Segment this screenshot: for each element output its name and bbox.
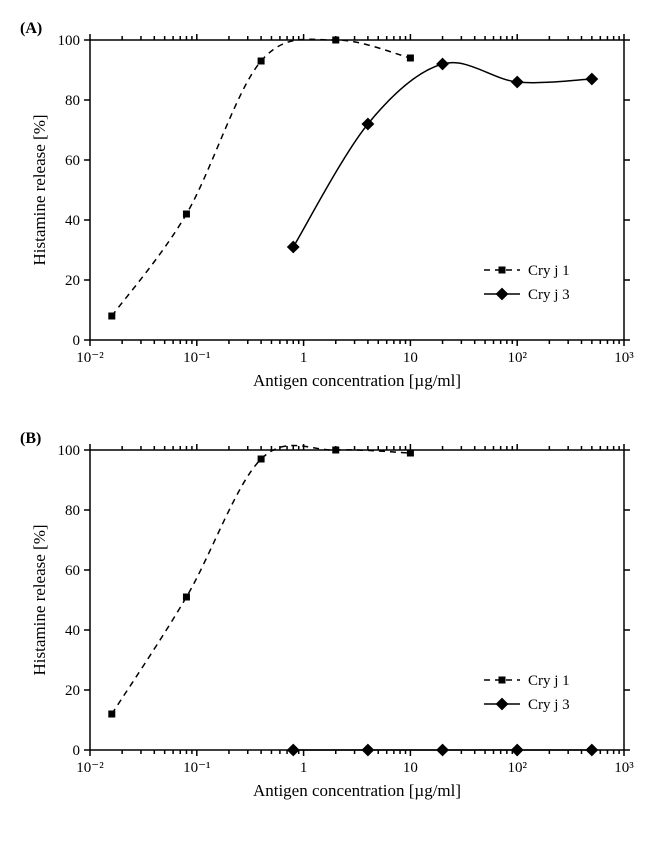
svg-text:10²: 10²: [507, 350, 527, 366]
svg-text:0: 0: [73, 333, 81, 349]
svg-text:10³: 10³: [614, 760, 634, 776]
svg-text:20: 20: [65, 273, 80, 289]
svg-text:Histamine release [%]: Histamine release [%]: [30, 114, 49, 265]
svg-text:10⁻¹: 10⁻¹: [183, 350, 210, 366]
chart-b-svg: 0 20 40 60 80 100 Histamine release [%] 10⁻² 10⁻…: [20, 430, 644, 810]
chart-a-svg: 0 20 40 60 80 100 Histamine release [%] 10⁻² 10⁻…: [20, 20, 644, 400]
svg-text:0: 0: [73, 743, 81, 759]
svg-text:Cry j 1: Cry j 1: [528, 673, 570, 689]
svg-text:Antigen concentration [µg/ml]: Antigen concentration [µg/ml]: [253, 371, 461, 390]
svg-text:100: 100: [58, 33, 81, 49]
svg-text:1: 1: [300, 350, 308, 366]
svg-text:Cry j 1: Cry j 1: [528, 263, 570, 279]
svg-text:40: 40: [65, 213, 80, 229]
svg-text:100: 100: [58, 443, 81, 459]
figure-container: (A) 020406080100Histamine release [%]10⁻…: [20, 20, 644, 810]
svg-text:10: 10: [403, 350, 418, 366]
panel-a-label: (A): [20, 20, 42, 38]
panel-b-label: (B): [20, 430, 41, 448]
svg-text:60: 60: [65, 153, 80, 169]
svg-text:Antigen concentration [µg/ml]: Antigen concentration [µg/ml]: [253, 781, 461, 800]
svg-text:80: 80: [65, 93, 80, 109]
svg-text:10⁻²: 10⁻²: [76, 760, 104, 776]
svg-text:60: 60: [65, 563, 80, 579]
svg-text:10⁻²: 10⁻²: [76, 350, 104, 366]
svg-text:20: 20: [65, 683, 80, 699]
svg-text:40: 40: [65, 623, 80, 639]
svg-text:10²: 10²: [507, 760, 527, 776]
panel-b: (B) 0 20 40 60 80 100 Histamine release [%] 10⁻…: [20, 430, 644, 810]
svg-text:80: 80: [65, 503, 80, 519]
svg-text:Histamine release [%]: Histamine release [%]: [30, 524, 49, 675]
svg-text:1: 1: [300, 760, 308, 776]
svg-text:10⁻¹: 10⁻¹: [183, 760, 210, 776]
svg-text:Cry j 3: Cry j 3: [528, 697, 570, 713]
panel-a: (A) 0 20 40 60 80 100 Histamine release [%] 10⁻…: [20, 20, 644, 400]
svg-text:10³: 10³: [614, 350, 634, 366]
svg-text:Cry j 3: Cry j 3: [528, 287, 570, 303]
svg-text:10: 10: [403, 760, 418, 776]
